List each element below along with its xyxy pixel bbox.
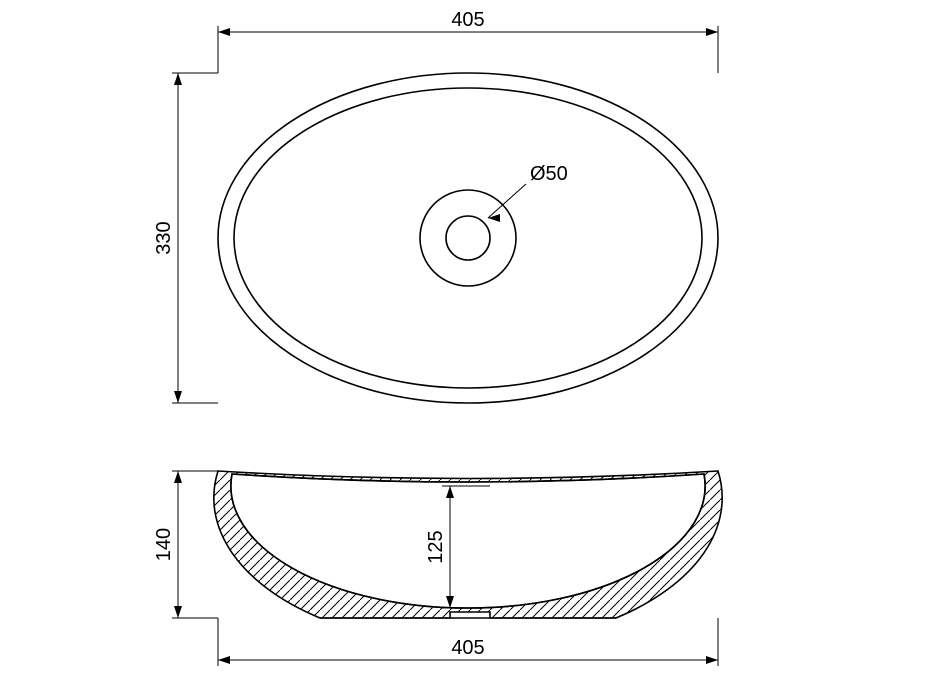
svg-text:405: 405 [451, 637, 484, 659]
svg-text:Ø50: Ø50 [530, 163, 568, 185]
svg-text:330: 330 [153, 221, 175, 254]
engineering-drawing: 405 330 Ø50 140 125 405 [0, 0, 928, 686]
svg-text:140: 140 [153, 528, 175, 561]
svg-text:125: 125 [425, 530, 447, 563]
svg-text:405: 405 [451, 9, 484, 31]
